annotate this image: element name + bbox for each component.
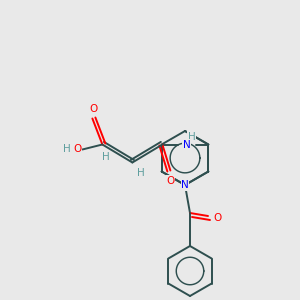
Text: O: O — [214, 213, 222, 223]
Text: H: H — [188, 131, 195, 142]
Text: O: O — [73, 145, 82, 154]
Text: H: H — [101, 152, 109, 163]
Text: H: H — [136, 167, 144, 178]
Text: H: H — [62, 145, 70, 154]
Text: O: O — [89, 103, 98, 113]
Text: O: O — [166, 176, 175, 185]
Text: N: N — [182, 140, 190, 149]
Text: N: N — [181, 180, 189, 190]
